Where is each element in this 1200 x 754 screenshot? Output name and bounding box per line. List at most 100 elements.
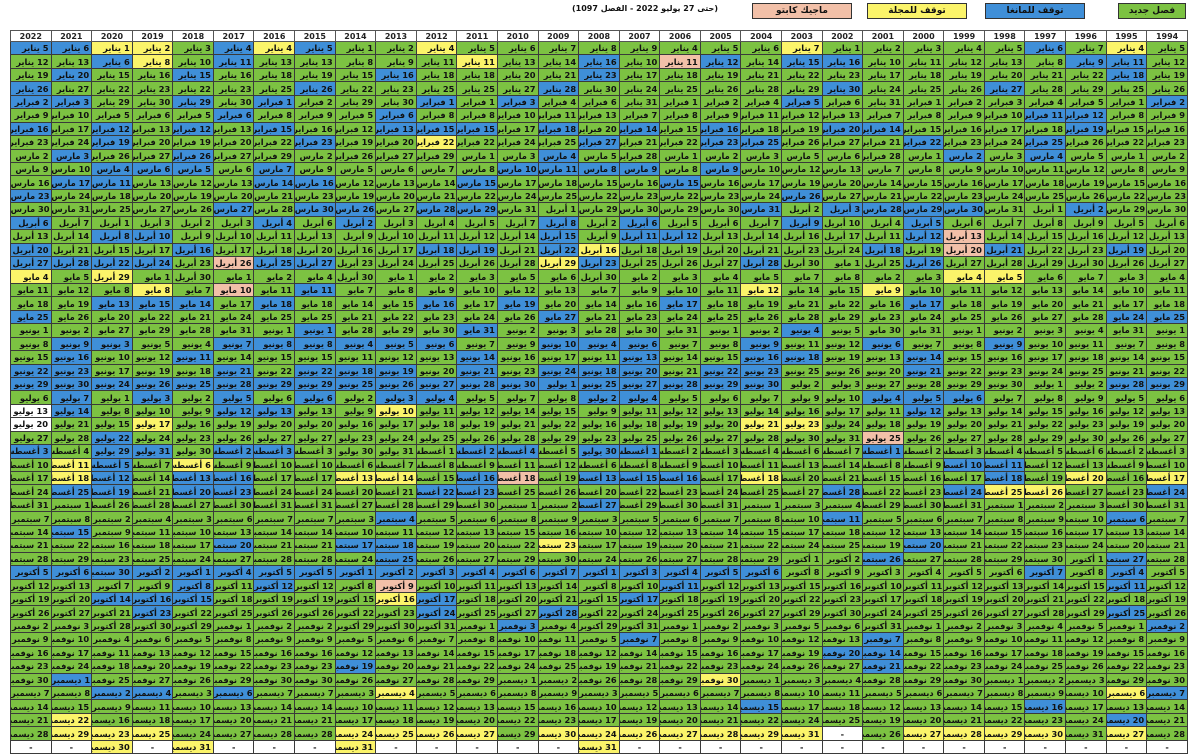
date-cell: 19 أبريل [456,242,498,258]
date-cell: 20 سبتمبر [659,538,701,553]
date-cell: 2 يناير [375,40,417,56]
date-cell: 30 مارس [1146,202,1188,217]
date-cell: 30 أغسطس [1105,497,1148,513]
date-cell: 5 مارس [578,148,620,163]
date-cell: 28 أكتوبر [537,605,580,620]
date-cell: 9 يوليو [172,403,214,419]
date-cell: 16 أبريل [578,242,620,258]
date-cell: 2 فبراير [10,94,52,110]
date-cell: 9 نوفمبر [1146,632,1188,647]
date-cell: 23 نوفمبر [10,659,52,674]
date-cell: 15 فبراير [1105,121,1148,137]
table-row: 15 يونيو 16 يونيو 10 يونيو 12 يونيو 11 يونيو… [10,350,1188,365]
date-cell: 4 أغسطس [50,444,93,459]
date-cell: 10 يوليو [375,403,417,419]
date-cell: 18 مايو [1146,296,1188,311]
date-cell: 20 ديسمبر [902,712,945,728]
date-cell: 5 أكتوبر [699,565,742,580]
date-cell: 23 فبراير [294,135,336,150]
year-header: 2018 [172,30,214,42]
date-cell: 15 مايو [131,296,174,311]
date-cell: 11 ديسمبر [375,699,417,714]
date-cell: 27 أكتوبر [740,605,782,620]
date-cell: 14 أغسطس [375,470,417,486]
date-cell: 18 ديسمبر [131,712,174,728]
date-cell: 29 أبريل [1024,255,1067,271]
date-cell: 1 سبتمبر [740,497,782,513]
date-cell: 14 فبراير [618,121,661,137]
date-cell: 26 فبراير [91,148,133,163]
date-cell: 3 يوليو [131,390,174,405]
date-cell: 27 فبراير [375,148,417,163]
date-cell: 5 ديسمبر [415,685,458,701]
date-cell: 1 أكتوبر [172,565,214,580]
date-cell: 11 سبتمبر [375,524,417,540]
date-cell: 25 مايو [253,309,296,325]
date-cell: 6 أغسطس [578,457,620,473]
date-cell: 7 أبريل [983,215,1026,231]
date-cell: 6 أبريل [618,215,661,231]
date-cell: 31 أكتوبر [618,618,661,634]
date-cell: 1 يونيو [10,323,52,338]
date-cell: 2 أغسطس [456,444,498,459]
date-cell: 11 مارس [91,175,133,190]
date-cell: 11 مايو [943,282,985,298]
date-cell: 9 مارس [1146,161,1188,177]
date-cell: 1 يونيو [943,323,985,338]
date-cell: 28 مايو [172,323,214,338]
date-cell: 16 يوليو [334,417,377,432]
date-cell: - [496,739,539,754]
date-cell: 6 سبتمبر [902,511,945,526]
date-cell: 17 مايو [1105,296,1148,311]
date-cell: 23 أغسطس [456,484,498,499]
date-cell: 27 فبراير [212,148,255,163]
table-row: 22 يونيو 23 يونيو 17 يونيو 19 يونيو 18 يونيو… [10,363,1188,378]
date-cell: 29 مايو [375,323,417,338]
date-cell: 8 يونيو [10,336,52,352]
date-cell: 2 أكتوبر [375,565,417,580]
date-cell: 18 أبريل [862,242,904,258]
date-cell: 29 يناير [172,94,214,110]
date-cell: 6 أبريل [1146,215,1188,231]
date-cell: 27 أبريل [699,255,742,271]
date-cell: 1 يوليو [537,376,580,392]
date-cell: 3 مايو [1105,269,1148,284]
date-cell: 16 فبراير [10,121,52,137]
date-cell: 22 أكتوبر [578,605,620,620]
date-cell: 19 يوليو [1105,417,1148,432]
date-cell: 20 مايو [1024,296,1067,311]
date-cell: 16 مارس [294,175,336,190]
date-cell: 19 نوفمبر [780,645,823,661]
date-cell: 10 مايو [659,282,701,298]
date-cell: 10 ديسمبر [780,685,823,701]
date-cell: 23 مايو [862,309,904,325]
date-cell: 15 أغسطس [862,470,904,486]
date-cell: 29 أبريل [537,255,580,271]
date-cell: 10 أكتوبر [415,578,458,593]
date-cell: 29 يونيو [10,376,52,392]
date-cell: 6 ديسمبر [659,685,701,701]
date-cell: 3 أبريل [821,202,864,217]
date-cell: 18 نوفمبر [537,645,580,661]
date-cell: 26 أبريل [902,255,945,271]
date-cell: 24 نوفمبر [50,659,93,674]
date-cell: 12 فبراير [91,121,133,137]
date-cell: 25 يناير [1105,81,1148,96]
date-cell: 10 سبتمبر [780,511,823,526]
date-cell: 15 أكتوبر [578,591,620,607]
date-cell: 24 يوليو [375,430,417,446]
date-cell: 4 سبتمبر [375,511,417,526]
date-cell: 2 يوليو [780,376,823,392]
date-cell: - [1146,739,1188,754]
date-cell: 30 سبتمبر [537,551,580,567]
date-cell: 18 نوفمبر [91,659,133,674]
date-cell: 18 سبتمبر [821,524,864,540]
date-cell: 5 أبريل [456,215,498,231]
date-cell: 12 أبريل [456,229,498,244]
date-cell: 18 يونيو [578,363,620,378]
date-cell: 13 أكتوبر [983,578,1026,593]
date-cell: 16 فبراير [699,121,742,137]
date-cell: 20 فبراير [131,135,174,150]
date-cell: 25 أكتوبر [902,605,945,620]
